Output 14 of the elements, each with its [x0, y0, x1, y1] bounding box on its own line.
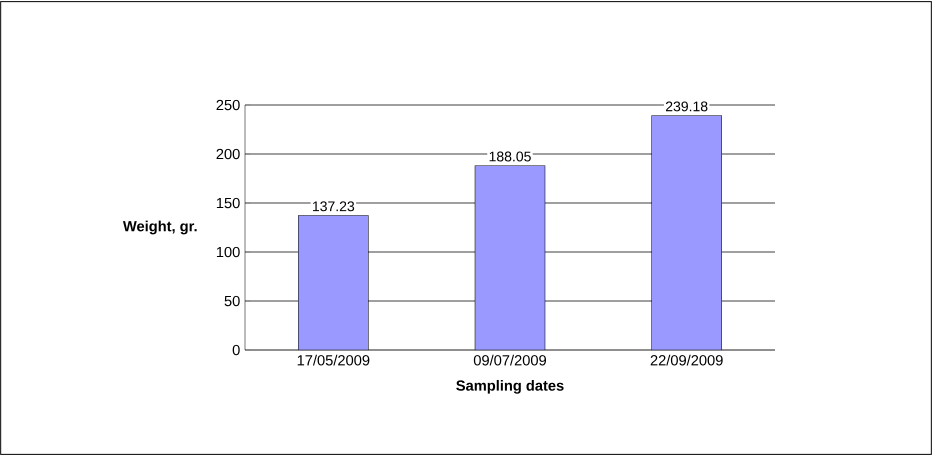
y-tick-label: 150 [216, 198, 240, 208]
data-label: 137.23 [312, 201, 354, 212]
x-tick-label: 09/07/2009 [474, 354, 546, 366]
y-tick-label: 100 [216, 246, 240, 258]
data-label: 188.05 [490, 152, 531, 162]
y-tick-label: 250 [216, 100, 240, 110]
y-tick-label: 200 [216, 148, 240, 160]
x-axis-title: Sampling dates [456, 380, 564, 394]
x-tick-label: 22/09/2009 [650, 354, 723, 366]
y-axis-title: Weight, gr. [122, 220, 197, 234]
y-tick-label: 50 [224, 296, 240, 306]
y-tick-label: 0 [232, 344, 240, 356]
data-label: 239.18 [666, 101, 708, 112]
x-tick-label: 17/05/2009 [298, 354, 370, 366]
